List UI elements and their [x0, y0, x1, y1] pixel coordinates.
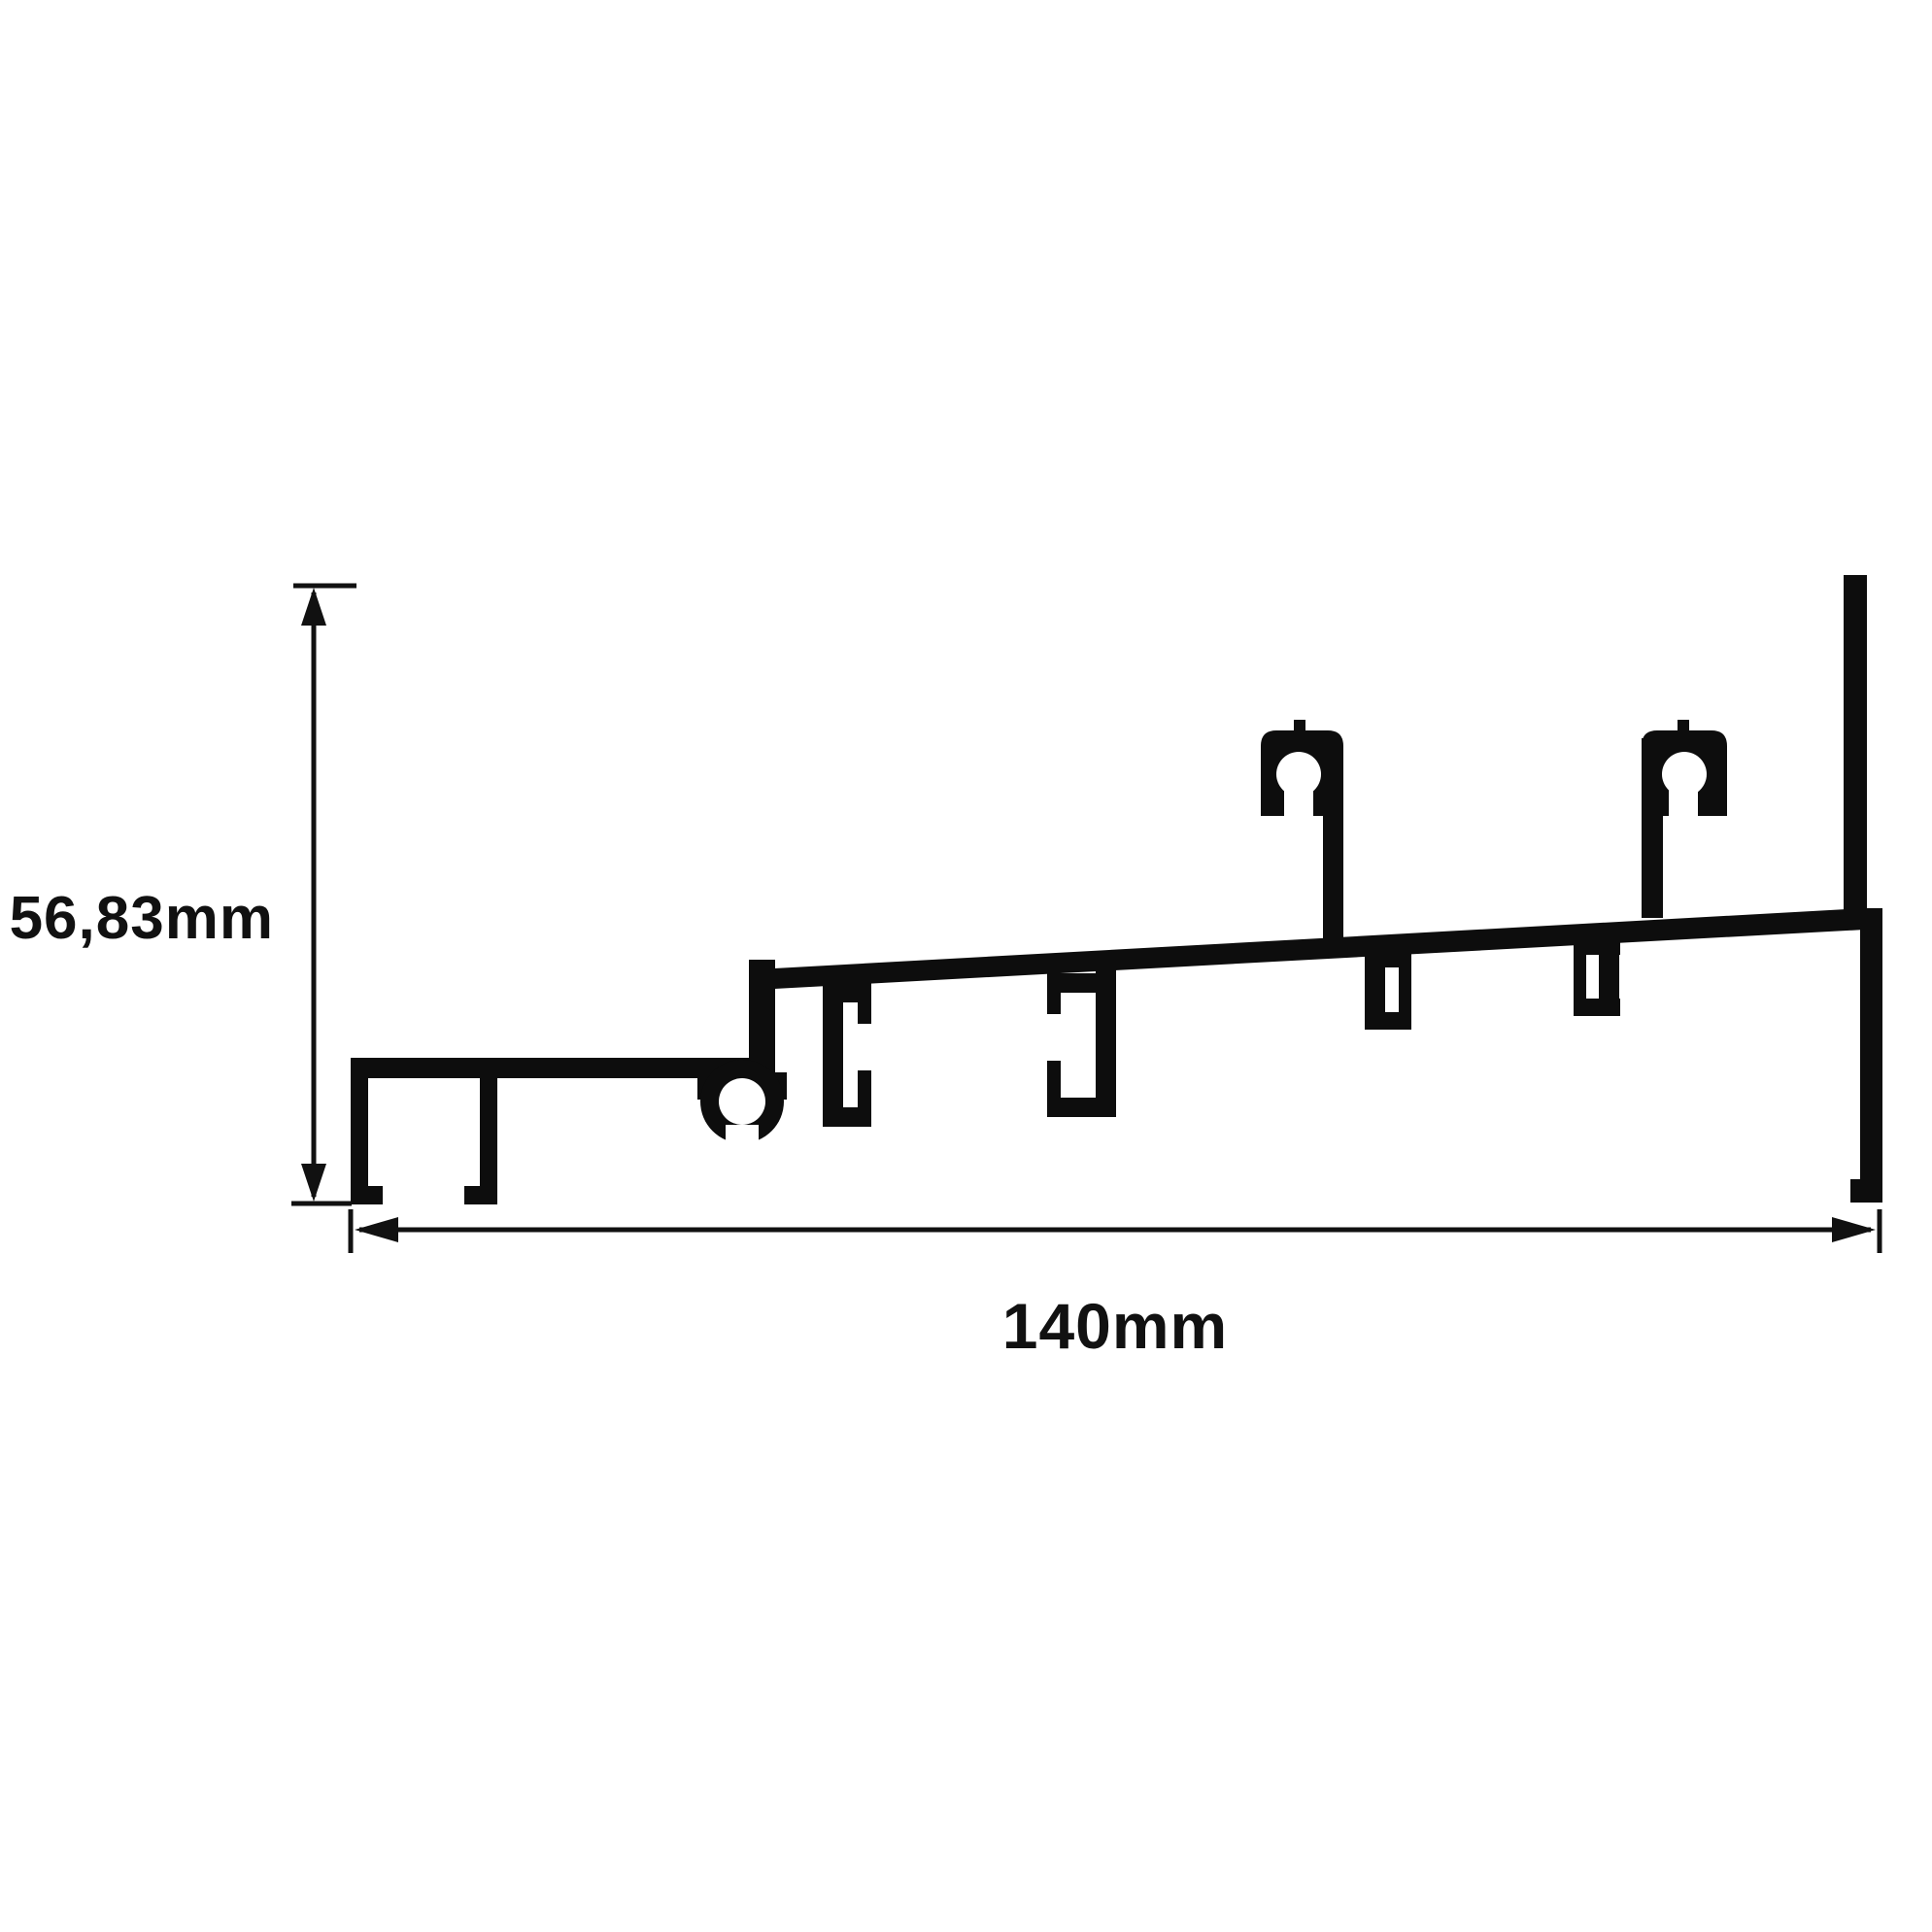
arrow-left-icon — [355, 1217, 398, 1242]
left-outer-wall — [351, 1058, 368, 1204]
hook1-stem — [1323, 777, 1343, 947]
hook1-bottom-opening — [1284, 790, 1313, 819]
hook1-hole — [1276, 752, 1321, 797]
hook1-top-nub — [1294, 720, 1305, 733]
right-outer-wall — [1860, 908, 1882, 1203]
clip-channel-1 — [823, 977, 871, 1127]
tall-right-post — [1844, 575, 1867, 915]
vertical-dimension — [291, 583, 356, 1206]
omega-clip-hole — [719, 1078, 765, 1125]
hook2-top-nub — [1678, 720, 1689, 733]
left-bottom-bar — [351, 1058, 774, 1078]
width-dimension-label: 140mm — [1002, 1290, 1229, 1362]
height-dimension-label: 56,83mm — [10, 885, 274, 952]
clip-channel-2 — [1047, 967, 1116, 1117]
profile-cutouts — [719, 752, 1707, 1152]
arrow-down-icon — [301, 1164, 326, 1202]
sloped-deck — [774, 908, 1865, 989]
hook2-bottom-opening — [1669, 790, 1698, 819]
omega-clip-bottom-opening — [726, 1125, 759, 1152]
horizontal-dimension — [348, 1209, 1882, 1253]
left-wall-foot — [351, 1186, 383, 1204]
step-wall — [749, 960, 775, 1078]
right-wall-foot — [1850, 1179, 1882, 1203]
left-track-leg — [480, 1078, 497, 1204]
left-track-leg-foot — [464, 1186, 497, 1204]
hook2-hole — [1662, 752, 1707, 797]
clip-channel-3 — [1365, 944, 1411, 1030]
arrow-right-icon — [1832, 1217, 1876, 1242]
profile-cross-section — [351, 575, 1882, 1204]
arrow-up-icon — [301, 588, 326, 626]
clip-channel-4 — [1574, 932, 1620, 1016]
